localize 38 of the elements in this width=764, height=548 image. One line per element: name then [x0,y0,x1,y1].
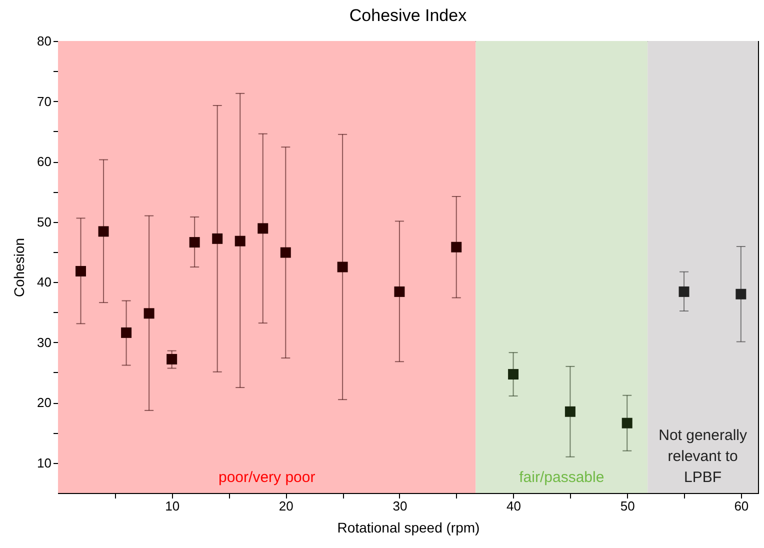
point [678,286,690,297]
point [280,247,291,258]
band-label: poor/very poor [218,469,316,486]
y-tick-label: 80 [37,34,52,48]
x-tick-label: 20 [278,498,294,514]
point [736,288,746,300]
band-label: Not generally relevant to LPBF [658,427,748,486]
point [121,327,132,338]
x-tick-label: 40 [506,498,522,514]
point [508,369,519,380]
y-tick-label: 30 [37,334,52,350]
point [451,242,462,252]
x-tick-label: 30 [392,498,408,514]
y-tick-label: 10 [37,455,52,470]
y-tick-label: 70 [37,94,52,109]
y-tick-label: 40 [37,274,52,290]
band-label: fair/passable [519,469,604,486]
point [337,262,348,272]
point [234,236,246,246]
point [144,308,154,319]
point [394,286,405,297]
x-tick-label: 60 [734,498,749,514]
y-tick-label: 50 [37,214,52,230]
x-axis-title: Rotational speed (rpm) [337,520,480,536]
point [166,354,178,364]
x-tick-label: 10 [165,498,180,514]
point [76,266,86,276]
point [564,406,576,417]
point [258,223,268,234]
chart-title: Cohesive Index [349,6,468,25]
point [98,226,109,237]
x-tick-label: 50 [620,498,635,514]
point [189,237,200,248]
y-tick-label: 20 [37,395,52,410]
y-tick-label: 60 [37,154,52,170]
point [212,233,223,244]
y-axis-title: Cohesion [11,238,28,298]
point [622,418,632,428]
